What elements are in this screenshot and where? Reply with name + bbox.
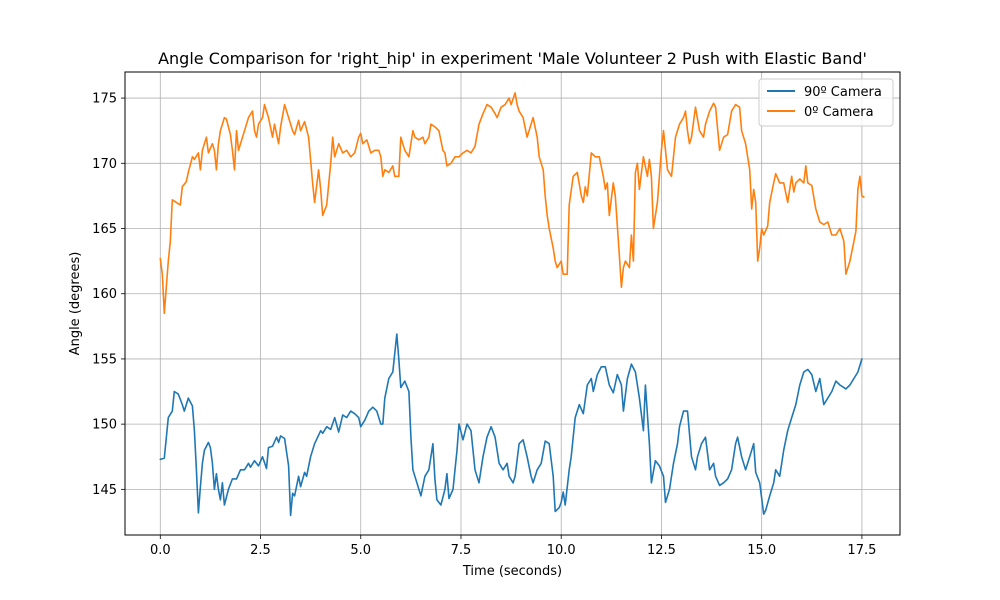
y-tick-label: 165 [92,222,117,237]
x-tick-label: 5.0 [350,543,371,558]
y-tick-label: 160 [92,287,117,302]
ticks: 0.0 2.5 5.0 7.5 10.0 12.5 15.0 17.5 145 150 155 160… [92,92,876,558]
y-tick-label: 145 [92,483,117,498]
y-tick-label: 170 [92,157,117,172]
x-tick-label: 12.5 [647,543,676,558]
series-line-1 [159,92,865,315]
legend-label-0-camera: 0º Camera [804,105,874,120]
chart-title: Angle Comparison for 'right_hip' in expe… [158,49,867,69]
x-tick-label: 15.0 [747,543,776,558]
x-tick-label: 7.5 [451,543,472,558]
legend-label-90-camera: 90º Camera [804,85,882,100]
y-tick-label: 155 [92,352,117,367]
series-line-0 [159,333,863,517]
series-lines [159,92,865,517]
y-axis-label: Angle (degrees) [68,252,83,356]
plot-frame [124,71,901,536]
y-tick-label: 175 [92,92,117,107]
legend: 90º Camera 0º Camera [758,78,894,127]
x-tick-label: 0.0 [150,543,171,558]
x-tick-label: 17.5 [847,543,876,558]
y-tick-label: 150 [92,418,117,433]
x-tick-label: 10.0 [547,543,576,558]
x-tick-label: 2.5 [250,543,271,558]
x-axis-label: Time (seconds) [462,564,562,579]
